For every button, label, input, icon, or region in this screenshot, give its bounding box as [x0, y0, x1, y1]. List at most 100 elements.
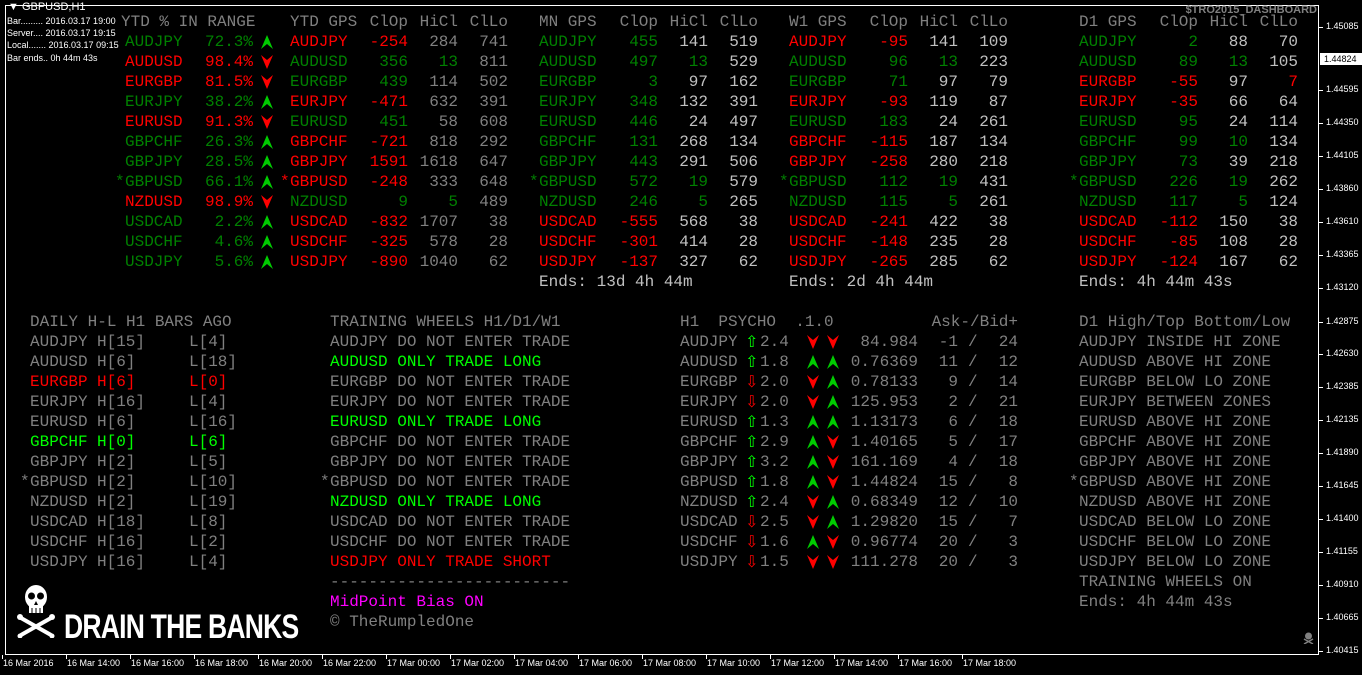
pair-label: EURGBP	[1079, 73, 1137, 91]
price: 84.984	[860, 333, 918, 351]
pair-label: AUDJPY	[539, 33, 597, 51]
gps-table-title: MN GPS	[539, 13, 597, 31]
price: 1.29820	[850, 513, 918, 531]
gps-cell: 226	[1169, 173, 1198, 191]
gps-cell: 9	[398, 193, 408, 211]
chart-area[interactable]	[5, 5, 1319, 655]
training-wheels-signal: GBPCHF DO NOT ENTER TRADE	[330, 433, 571, 451]
pair-label: GBPUSD	[1079, 173, 1137, 191]
zone-status: NZDUSD ABOVE HI ZONE	[1079, 493, 1272, 511]
pair-label: EURUSD	[789, 113, 847, 131]
skull-crossbones-icon	[17, 585, 55, 638]
high-bars-ago: H[0]	[97, 433, 136, 451]
pair-label: USDCHF	[30, 533, 88, 551]
gps-cell: 246	[629, 193, 658, 211]
price-tick	[1319, 288, 1323, 289]
gps-cell: 2	[1188, 33, 1198, 51]
gps-cell: 13	[688, 53, 708, 71]
bid-value: 18	[998, 453, 1018, 471]
pair-label: EURGBP	[680, 373, 738, 391]
zone-status: GBPJPY ABOVE HI ZONE	[1079, 453, 1272, 471]
arrow-up-icon	[261, 95, 273, 109]
price-tick	[1319, 519, 1323, 520]
info-local-time: Local....... 2016.03.17 09:15	[7, 40, 119, 50]
price-label: 1.44105	[1326, 150, 1359, 160]
slash: /	[968, 473, 978, 491]
pct-in-range: 2.2%	[214, 213, 253, 231]
pair-label: GBPUSD	[680, 473, 738, 491]
gps-cell: 19	[1228, 173, 1248, 191]
gps-cell: 167	[1219, 253, 1248, 271]
time-label: 17 Mar 06:00	[579, 658, 633, 668]
gps-cell: -325	[369, 233, 408, 251]
low-bars-ago: L[0]	[189, 373, 228, 391]
price-tick	[1319, 354, 1323, 355]
time-tick	[706, 655, 707, 659]
arrow-down-icon	[827, 475, 839, 489]
pair-label: EURJPY	[290, 93, 348, 111]
arrow-up-icon	[827, 375, 839, 389]
hollow-arrow-down-icon: ⇩	[745, 552, 759, 571]
gps-cell: 134	[729, 133, 758, 151]
price-label: 1.42135	[1326, 414, 1359, 424]
dashboard-title: $TRO2015_DASHBOARD	[1185, 4, 1317, 16]
arrow-up-icon	[827, 415, 839, 429]
time-label: 16 Mar 22:00	[323, 658, 377, 668]
training-wheels-signal: USDCAD DO NOT ENTER TRADE	[330, 513, 571, 531]
gps-cell: 1591	[369, 153, 408, 171]
info-bar-ends: Bar ends.. 0h 44m 43s	[7, 53, 98, 63]
copyright: © TheRumpledOne	[330, 613, 475, 631]
gps-cell: 134	[979, 133, 1008, 151]
arrow-down-icon	[261, 195, 273, 209]
pair-label: AUDUSD	[539, 53, 597, 71]
price: 0.76369	[850, 353, 918, 371]
gps-cell: -248	[369, 173, 408, 191]
pair-label: EURUSD	[125, 113, 183, 131]
pair-label: EURJPY	[30, 393, 88, 411]
gps-cell: 261	[979, 193, 1008, 211]
gps-cell: 391	[479, 93, 508, 111]
time-label: 16 Mar 14:00	[67, 658, 121, 668]
arrow-down-icon	[807, 375, 819, 389]
gps-cell: -301	[619, 233, 658, 251]
time-tick	[962, 655, 963, 659]
gps-cell: 1707	[419, 213, 458, 231]
gps-cell: -555	[619, 213, 658, 231]
pair-label: AUDJPY	[125, 33, 183, 51]
pair-label: GBPJPY	[1079, 153, 1137, 171]
symbol-selector[interactable]: ▼ GBPUSD,H1	[8, 1, 86, 13]
high-bars-ago: H[18]	[97, 513, 146, 531]
arrow-up-icon	[807, 455, 819, 469]
gps-cell: 114	[429, 73, 458, 91]
gps-cell: 489	[479, 193, 508, 211]
slash: /	[968, 333, 978, 351]
gps-cell: 529	[729, 53, 758, 71]
gps-cell: 268	[679, 133, 708, 151]
high-bars-ago: H[16]	[97, 553, 146, 571]
arrow-down-icon	[807, 395, 819, 409]
pct-in-range: 66.1%	[204, 173, 253, 191]
gps-cell: -148	[869, 233, 908, 251]
ask-value: 2	[948, 393, 958, 411]
arrow-down-icon	[807, 515, 819, 529]
time-tick	[450, 655, 451, 659]
pair-label: USDJPY	[539, 253, 597, 271]
gps-cell: 741	[479, 33, 508, 51]
gps-cell: 24	[938, 113, 958, 131]
gps-cell: 187	[929, 133, 958, 151]
pair-label: NZDUSD	[680, 493, 738, 511]
gps-cell: 71	[888, 73, 908, 91]
gps-cell: -241	[869, 213, 908, 231]
gps-cell: 502	[479, 73, 508, 91]
time-tick	[386, 655, 387, 659]
psycho-value: 1.6	[760, 533, 789, 551]
zone-status: AUDJPY INSIDE HI ZONE	[1079, 333, 1281, 351]
gps-cell: 578	[429, 233, 458, 251]
hollow-arrow-up-icon: ⇧	[745, 492, 759, 511]
pair-label: EURUSD	[30, 413, 88, 431]
gps-cell: 280	[929, 153, 958, 171]
gps-cell: 218	[1269, 153, 1298, 171]
gps-cell: 1618	[419, 153, 458, 171]
time-label: 17 Mar 14:00	[835, 658, 889, 668]
gps-cell: 19	[938, 173, 958, 191]
